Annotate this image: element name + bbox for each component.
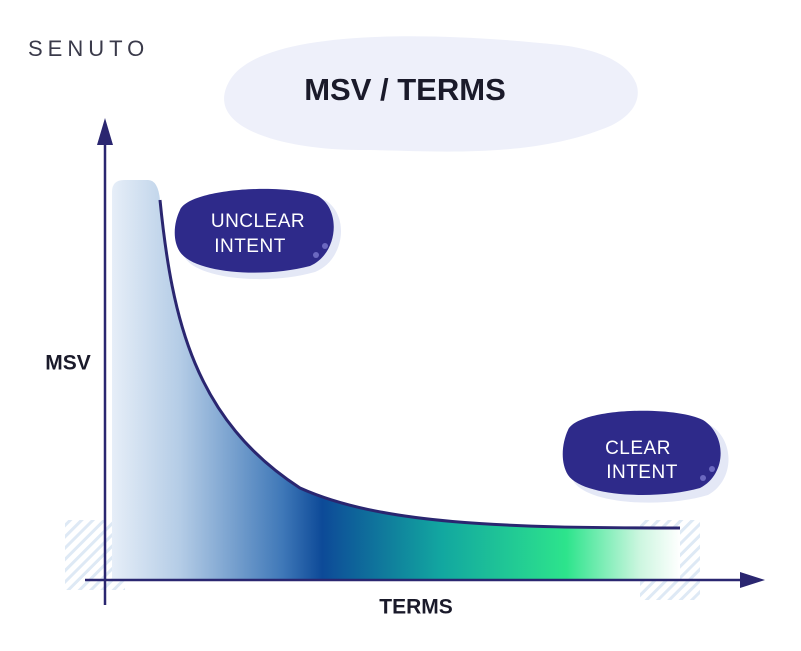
callout-text: UNCLEAR: [211, 211, 305, 232]
logo: SENUTO: [28, 36, 149, 61]
callout-text: CLEAR: [605, 438, 671, 459]
title: MSV / TERMS: [304, 72, 506, 107]
callout-text: INTENT: [606, 462, 678, 483]
x-axis-label: TERMS: [379, 596, 453, 619]
x-axis-arrow: [740, 572, 765, 588]
callout-bubble: [562, 410, 721, 495]
y-axis-arrow: [97, 118, 113, 145]
y-axis-label: MSV: [45, 352, 91, 375]
dot-decoration: [322, 243, 328, 249]
dot-decoration: [700, 475, 706, 481]
curve-area: [112, 180, 680, 580]
callout-text: INTENT: [214, 236, 286, 257]
dot-decoration: [313, 252, 319, 258]
title-blob: [224, 36, 638, 152]
callout-bubble: [174, 188, 334, 273]
dot-decoration: [709, 466, 715, 472]
curve-line: [158, 199, 681, 530]
